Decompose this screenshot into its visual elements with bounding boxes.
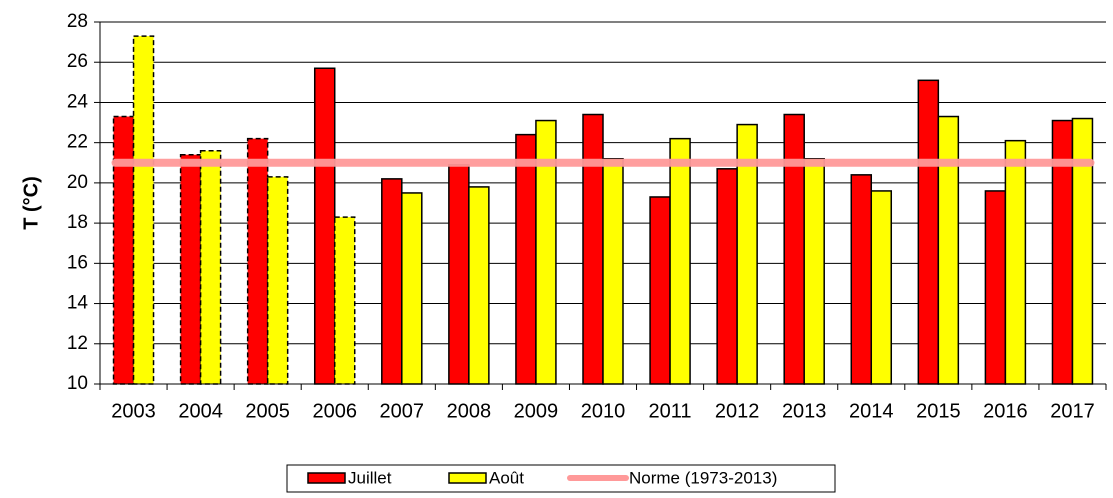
y-tick-label: 22	[67, 132, 88, 153]
bar	[468, 186, 490, 385]
legend-label: Août	[489, 468, 524, 487]
bar	[132, 35, 155, 385]
bar	[984, 190, 1007, 385]
x-tick-label: 2017	[1050, 400, 1095, 422]
y-tick-label: 16	[67, 252, 88, 273]
bar	[1004, 139, 1027, 385]
y-tick-label: 14	[67, 293, 89, 314]
bar	[649, 196, 671, 385]
x-tick-label: 2013	[782, 400, 827, 422]
bar	[602, 158, 624, 385]
bar	[112, 115, 135, 385]
bar	[381, 178, 403, 385]
bar	[716, 168, 738, 385]
x-tick-label: 2012	[715, 400, 760, 422]
legend-label: Juillet	[348, 468, 392, 487]
bar	[870, 190, 893, 385]
y-tick-label: 28	[67, 11, 88, 32]
bar	[401, 192, 423, 385]
x-tick-label: 2016	[983, 400, 1028, 422]
bar	[582, 113, 604, 385]
legend-swatch	[307, 472, 346, 484]
y-tick-label: 10	[67, 373, 88, 394]
bar	[1071, 117, 1094, 385]
bar	[313, 67, 336, 385]
x-tick-label: 2003	[111, 400, 156, 422]
legend-label: Norme (1973-2013)	[629, 468, 777, 487]
x-tick-label: 2007	[380, 400, 425, 422]
bar	[246, 137, 269, 385]
legend	[286, 464, 836, 493]
bar	[669, 137, 691, 385]
x-tick-label: 2010	[581, 400, 626, 422]
y-tick-label: 12	[67, 333, 88, 354]
x-tick-label: 2009	[514, 400, 559, 422]
y-axis-label: T (°C)	[20, 176, 42, 230]
x-tick-label: 2011	[649, 400, 692, 422]
bar	[333, 216, 356, 385]
bar	[266, 176, 289, 385]
bar	[783, 113, 805, 385]
bar	[515, 133, 537, 385]
y-tick-label: 20	[67, 172, 88, 193]
bar	[199, 149, 222, 385]
x-tick-label: 2005	[245, 400, 290, 422]
bar	[917, 79, 940, 385]
bar	[850, 174, 873, 385]
bar	[803, 158, 825, 385]
x-tick-label: 2008	[447, 400, 492, 422]
y-tick-label: 24	[67, 91, 89, 112]
x-tick-label: 2015	[916, 400, 961, 422]
legend-swatch	[448, 472, 487, 484]
x-tick-label: 2014	[849, 400, 894, 422]
y-tick-label: 18	[67, 212, 88, 233]
y-tick-label: 26	[67, 51, 88, 72]
bar	[448, 164, 470, 385]
x-tick-label: 2006	[312, 400, 357, 422]
bar	[937, 115, 960, 385]
x-tick-label: 2004	[178, 400, 223, 422]
bar	[179, 153, 202, 385]
